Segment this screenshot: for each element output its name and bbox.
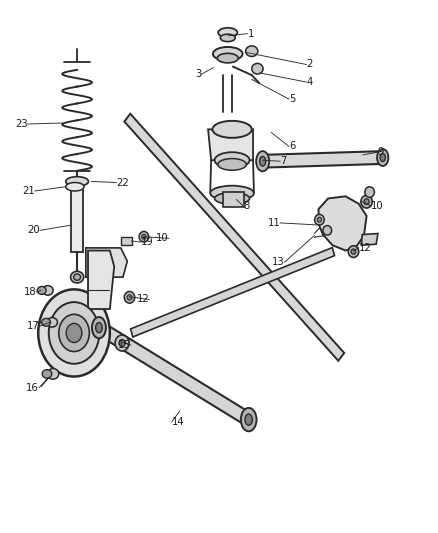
Text: 15: 15	[118, 340, 131, 350]
Polygon shape	[88, 251, 114, 309]
Text: 17: 17	[27, 321, 40, 331]
Ellipse shape	[348, 246, 359, 257]
Ellipse shape	[260, 157, 266, 166]
Text: 22: 22	[117, 177, 129, 188]
Circle shape	[49, 302, 99, 364]
Polygon shape	[121, 237, 132, 245]
Text: 4: 4	[306, 77, 313, 87]
Ellipse shape	[218, 28, 237, 37]
Ellipse shape	[119, 340, 125, 346]
Polygon shape	[96, 321, 251, 426]
Text: 2: 2	[306, 60, 313, 69]
Text: 1: 1	[247, 29, 254, 39]
Ellipse shape	[245, 414, 252, 425]
Polygon shape	[318, 196, 367, 251]
Ellipse shape	[139, 231, 149, 242]
Polygon shape	[262, 151, 383, 167]
Ellipse shape	[210, 185, 254, 200]
Ellipse shape	[364, 199, 369, 205]
Ellipse shape	[213, 47, 243, 61]
Ellipse shape	[377, 149, 389, 166]
Text: 10: 10	[156, 233, 169, 244]
Ellipse shape	[47, 318, 57, 327]
Ellipse shape	[365, 187, 374, 197]
Ellipse shape	[351, 249, 356, 254]
Ellipse shape	[215, 192, 250, 204]
Text: 21: 21	[22, 186, 35, 196]
Ellipse shape	[66, 182, 84, 191]
Text: 12: 12	[359, 243, 371, 253]
Circle shape	[66, 324, 82, 343]
Ellipse shape	[95, 322, 102, 333]
Text: 13: 13	[272, 257, 285, 267]
Text: 9: 9	[377, 147, 383, 157]
Circle shape	[38, 289, 110, 376]
Text: 18: 18	[24, 287, 36, 297]
Ellipse shape	[115, 335, 129, 351]
Ellipse shape	[241, 408, 257, 431]
Ellipse shape	[124, 292, 135, 303]
Polygon shape	[223, 192, 244, 207]
Polygon shape	[131, 247, 335, 337]
Ellipse shape	[92, 317, 106, 338]
Ellipse shape	[47, 368, 59, 379]
Ellipse shape	[314, 214, 324, 225]
Text: 14: 14	[172, 417, 184, 427]
Text: 3: 3	[195, 69, 201, 79]
Ellipse shape	[323, 225, 332, 235]
Ellipse shape	[380, 154, 385, 161]
Ellipse shape	[246, 46, 258, 56]
Text: 10: 10	[371, 201, 384, 211]
Ellipse shape	[212, 121, 252, 138]
Ellipse shape	[142, 235, 146, 239]
Text: 8: 8	[243, 201, 249, 211]
Ellipse shape	[215, 152, 250, 168]
Polygon shape	[208, 130, 253, 160]
Text: 12: 12	[136, 294, 149, 304]
Ellipse shape	[361, 195, 372, 208]
Ellipse shape	[71, 271, 84, 283]
Text: 19: 19	[141, 237, 153, 247]
Ellipse shape	[42, 369, 52, 378]
Text: 20: 20	[27, 225, 40, 236]
Ellipse shape	[220, 34, 235, 42]
Ellipse shape	[66, 176, 88, 186]
Polygon shape	[361, 233, 378, 245]
Ellipse shape	[42, 286, 53, 295]
Ellipse shape	[252, 63, 263, 74]
Text: 5: 5	[289, 94, 295, 104]
Text: 6: 6	[289, 141, 295, 151]
Ellipse shape	[42, 318, 50, 326]
Ellipse shape	[74, 274, 81, 280]
Ellipse shape	[217, 53, 238, 63]
Polygon shape	[124, 114, 344, 361]
Ellipse shape	[317, 217, 321, 222]
Polygon shape	[71, 188, 83, 252]
Text: 7: 7	[280, 156, 286, 166]
Text: 23: 23	[15, 119, 28, 129]
Ellipse shape	[37, 286, 46, 294]
Text: 11: 11	[267, 218, 280, 228]
Ellipse shape	[256, 151, 269, 171]
Text: 16: 16	[26, 383, 39, 393]
Circle shape	[59, 314, 89, 352]
Polygon shape	[86, 248, 127, 277]
Ellipse shape	[127, 295, 132, 300]
Ellipse shape	[218, 159, 246, 170]
